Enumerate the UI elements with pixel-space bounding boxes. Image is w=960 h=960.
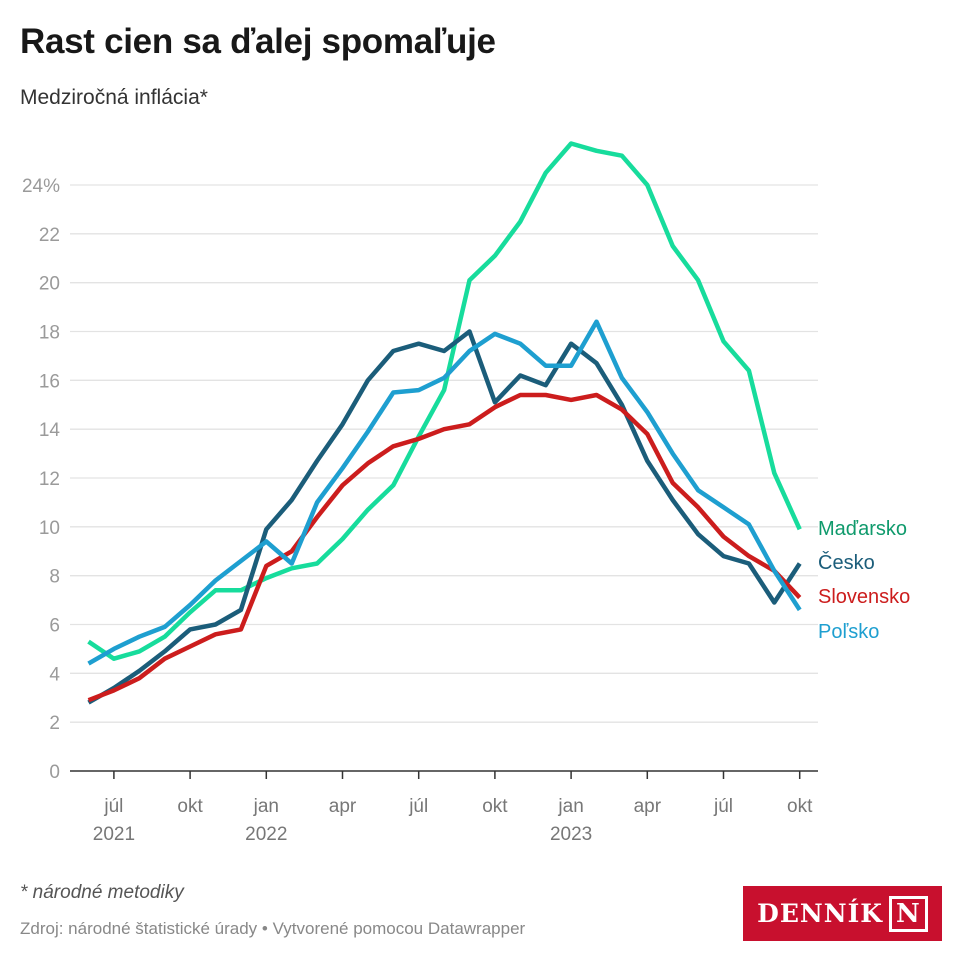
y-tick-label: 8 [49, 567, 60, 588]
y-tick-label: 6 [49, 616, 60, 637]
x-year-label: 2022 [245, 824, 287, 845]
gridlines [70, 184, 818, 723]
x-year-label: 2021 [93, 824, 135, 845]
series-line-1 [87, 141, 802, 661]
y-tick-label: 24% [22, 176, 60, 197]
source-credit: Zdroj: národné štatistické úrady • Vytvo… [20, 919, 526, 938]
x-tick-label: júl [408, 796, 428, 817]
y-tick-label: 18 [39, 323, 60, 344]
x-tick-label: apr [329, 796, 357, 817]
y-tick-label: 20 [39, 274, 60, 295]
y-tick-label: 22 [39, 225, 60, 246]
y-tick-label: 14 [39, 420, 61, 441]
x-tick-label: apr [634, 796, 662, 817]
chart-title: Rast cien sa ďalej spomaľuje [20, 22, 496, 61]
x-tick-label: okt [482, 796, 508, 817]
x-tick-label: okt [177, 796, 203, 817]
logo-text: DENNÍK [757, 899, 884, 928]
y-tick-label: 4 [49, 664, 60, 685]
series-lines [87, 141, 802, 705]
x-tick-label: jan [557, 796, 583, 817]
series-line-4 [87, 319, 802, 666]
series-labels: Maďarsko Česko Slovensko Poľsko [818, 518, 910, 643]
series-label: Slovensko [818, 586, 910, 608]
series-line-3 [87, 392, 802, 703]
dennik-n-logo[interactable]: DENNÍK N [743, 886, 942, 941]
y-tick-label: 16 [39, 371, 60, 392]
y-tick-label: 0 [49, 762, 60, 783]
y-axis-labels: 0 2 4 6 8 10 12 14 16 18 20 22 24% [22, 176, 60, 783]
x-tick-label: jan [253, 796, 279, 817]
footnote: * národné metodiky [20, 882, 184, 903]
series-label: Maďarsko [818, 518, 907, 540]
x-year-label: 2023 [550, 824, 592, 845]
x-tick-label: júl [103, 796, 123, 817]
x-tick-label: júl [713, 796, 733, 817]
x-tick-label: okt [787, 796, 813, 817]
series-label: Poľsko [818, 621, 879, 643]
y-tick-label: 12 [39, 469, 60, 490]
logo-mark: N [889, 895, 928, 932]
chart-subtitle: Medzi­ročná inflácia* [20, 86, 208, 109]
series-line-2 [87, 329, 802, 705]
y-tick-label: 10 [39, 518, 60, 539]
x-axis: júl 2021 okt jan 2022 apr júl okt jan 2023 apr júl o… [70, 770, 818, 845]
series-label: Česko [818, 551, 875, 574]
y-tick-label: 2 [49, 713, 60, 734]
